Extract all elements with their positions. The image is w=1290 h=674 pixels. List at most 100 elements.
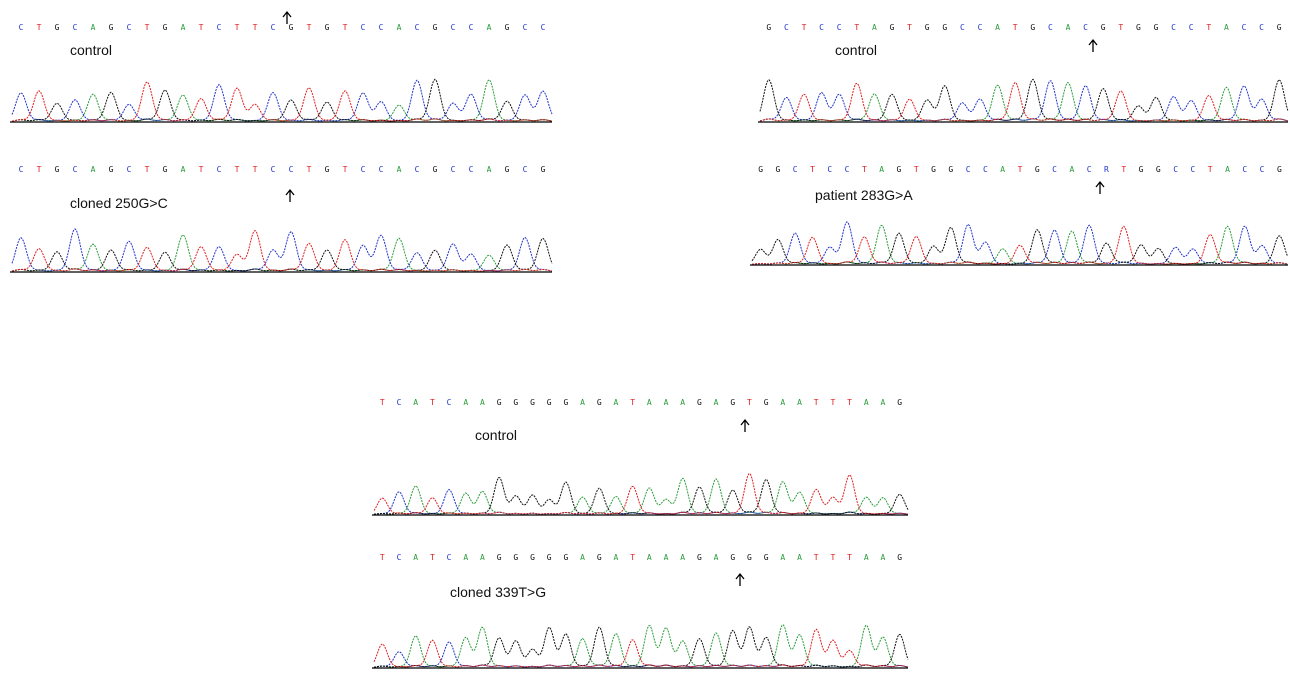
base-call: T: [343, 165, 348, 174]
base-call: G: [513, 553, 518, 562]
trace: [374, 474, 908, 515]
trace: [760, 81, 1288, 121]
track-label: control: [70, 42, 112, 58]
trace: [374, 627, 908, 667]
base-call: T: [830, 553, 835, 562]
base-call: C: [397, 398, 402, 407]
base-call: G: [55, 23, 60, 32]
trace: [374, 478, 908, 515]
base-call: C: [845, 165, 850, 174]
base-call: T: [1018, 165, 1023, 174]
trace: [12, 231, 552, 272]
base-call: C: [73, 165, 78, 174]
base-call: G: [758, 165, 763, 174]
base-call: C: [1087, 165, 1092, 174]
base-call: C: [1259, 23, 1264, 32]
base-call: A: [864, 398, 869, 407]
figure: C T G C A G C T G A T C T T C G T G T C C A C G C C A G C Ccontrol C T G…: [0, 0, 1290, 674]
base-call: A: [463, 553, 468, 562]
mutation-arrow: [1089, 40, 1097, 52]
base-call: G: [541, 165, 546, 174]
base-call: A: [1225, 165, 1230, 174]
base-call: G: [563, 398, 568, 407]
base-call: T: [914, 165, 919, 174]
base-call: C: [271, 165, 276, 174]
base-call: T: [430, 553, 435, 562]
base-call: G: [697, 553, 702, 562]
base-call: A: [881, 553, 886, 562]
base-call: C: [271, 23, 276, 32]
base-call: G: [433, 165, 438, 174]
base-call: G: [109, 165, 114, 174]
base-call: T: [1206, 23, 1211, 32]
base-call: T: [145, 165, 150, 174]
trace: [752, 222, 1288, 264]
base-call: T: [1208, 165, 1213, 174]
base-call: C: [966, 165, 971, 174]
base-call: A: [91, 23, 96, 32]
base-call: G: [730, 398, 735, 407]
base-call: G: [433, 23, 438, 32]
track-label: control: [835, 42, 877, 58]
base-call: A: [797, 398, 802, 407]
base-call: C: [379, 23, 384, 32]
base-call: G: [497, 553, 502, 562]
base-call: C: [819, 23, 824, 32]
base-call: C: [827, 165, 832, 174]
base-call: G: [1277, 165, 1282, 174]
base-call: G: [1277, 23, 1282, 32]
base-call: A: [664, 398, 669, 407]
base-call: G: [325, 23, 330, 32]
base-call: C: [127, 165, 132, 174]
base-call: G: [897, 165, 902, 174]
trace: [760, 79, 1288, 121]
base-call: G: [530, 398, 535, 407]
base-call: A: [1224, 23, 1229, 32]
base-call: T: [630, 398, 635, 407]
base-call: A: [397, 165, 402, 174]
base-call: A: [181, 23, 186, 32]
mutation-arrow: [286, 190, 294, 202]
base-call: T: [630, 553, 635, 562]
base-call: T: [747, 398, 752, 407]
base-call: C: [361, 165, 366, 174]
base-call: C: [469, 165, 474, 174]
base-call: G: [597, 398, 602, 407]
base-call: C: [19, 23, 24, 32]
base-call: G: [747, 553, 752, 562]
base-call: T: [854, 23, 859, 32]
base-call: T: [380, 398, 385, 407]
base-call: C: [447, 553, 452, 562]
base-call: A: [181, 165, 186, 174]
base-call: C: [217, 165, 222, 174]
base-call: A: [91, 165, 96, 174]
base-call: C: [1052, 165, 1057, 174]
base-call: A: [872, 23, 877, 32]
base-call: G: [289, 23, 294, 32]
base-call: G: [764, 398, 769, 407]
base-call: T: [810, 165, 815, 174]
trace: [12, 235, 552, 271]
base-call: T: [145, 23, 150, 32]
base-call: G: [697, 398, 702, 407]
base-call: A: [995, 23, 1000, 32]
base-call: C: [379, 165, 384, 174]
base-call: G: [897, 553, 902, 562]
mutation-arrow: [741, 420, 749, 432]
base-call: G: [897, 398, 902, 407]
base-call: A: [864, 553, 869, 562]
base-call: C: [1190, 165, 1195, 174]
base-call: C: [361, 23, 366, 32]
base-call: G: [925, 23, 930, 32]
trace: [374, 642, 908, 667]
base-call: G: [1154, 23, 1159, 32]
base-call: T: [814, 398, 819, 407]
track-label: cloned 250G>C: [70, 195, 168, 211]
base-call: T: [37, 165, 42, 174]
base-call: G: [563, 553, 568, 562]
base-call: T: [343, 23, 348, 32]
base-call: A: [881, 398, 886, 407]
base-call: T: [1121, 165, 1126, 174]
base-call: G: [776, 165, 781, 174]
base-call: A: [614, 398, 619, 407]
